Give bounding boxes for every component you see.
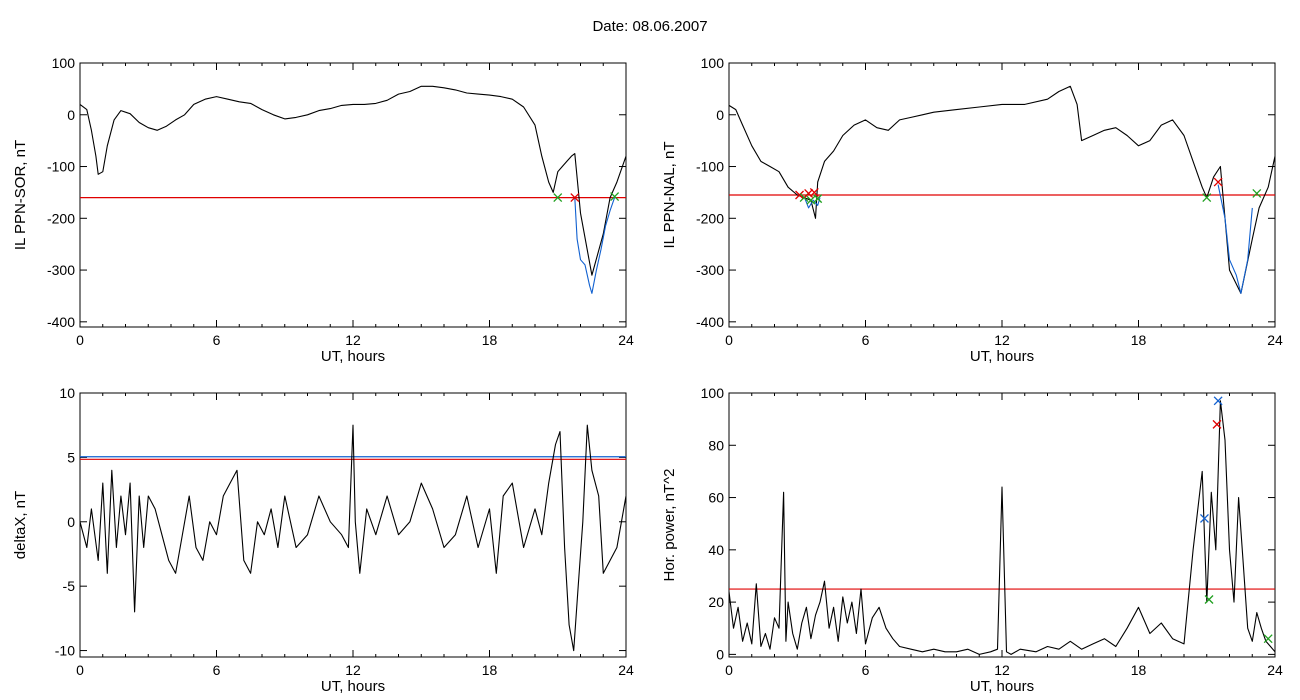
series-line: [574, 197, 616, 294]
y-tick-label: 0: [67, 514, 75, 530]
x-axis-label: UT, hours: [321, 348, 385, 365]
cross-marker: [1252, 188, 1262, 198]
y-axis-label: IL PPN-NAL, nT: [661, 142, 678, 249]
x-tick-label: 24: [1267, 332, 1283, 348]
plot-frame: [79, 62, 627, 328]
x-axis-label: UT, hours: [970, 678, 1034, 695]
y-tick-label: -10: [55, 643, 75, 659]
y-axis-label: Hor. power, nT^2: [661, 469, 678, 582]
plot-frame: [728, 392, 1276, 658]
series-line: [79, 85, 627, 276]
series-line: [728, 400, 1276, 655]
y-tick-label: 20: [708, 594, 724, 610]
y-tick-label: -300: [47, 262, 75, 278]
y-axis-label: deltaX, nT: [12, 491, 29, 559]
x-tick-label: 12: [994, 662, 1010, 678]
x-tick-label: 18: [1131, 662, 1147, 678]
cross-marker-stroke: [806, 195, 816, 205]
cross-marker: [809, 187, 819, 197]
x-tick-label: 0: [725, 662, 733, 678]
x-tick-label: 0: [725, 332, 733, 348]
x-tick-label: 6: [213, 332, 221, 348]
cross-marker: [570, 193, 580, 203]
x-tick-label: 24: [618, 332, 634, 348]
chart-panel-2: 0 6 12 18 24 -400 -300 -200 -100 0 100 UT, hours IL …: [661, 55, 1283, 365]
cross-marker-stroke: [1263, 634, 1273, 644]
y-tick-label: 100: [701, 385, 725, 401]
y-tick-label: 10: [59, 385, 75, 401]
x-tick-label: 0: [76, 332, 84, 348]
y-tick-label: 5: [67, 449, 75, 465]
x-tick-label: 12: [345, 332, 361, 348]
x-tick-label: 6: [862, 662, 870, 678]
x-axis-label: UT, hours: [970, 348, 1034, 365]
y-tick-label: 0: [716, 107, 724, 123]
x-tick-label: 12: [994, 332, 1010, 348]
y-tick-label: -5: [63, 578, 76, 594]
chart-panel-1: 0 6 12 18 24 -400 -300 -200 -100 0 100 UT, hours IL …: [12, 55, 634, 365]
chart-panel-4: 0 6 12 18 24 0 20 40 60 80 100 UT, hours Hor. power,…: [661, 385, 1283, 695]
cross-marker: [553, 193, 563, 203]
y-tick-label: 40: [708, 542, 724, 558]
cross-marker-stroke: [1204, 595, 1214, 604]
y-tick-label: 80: [708, 437, 724, 453]
y-axis-label: IL PPN-SOR, nT: [12, 140, 29, 250]
cross-marker: [1213, 396, 1223, 406]
series-line: [79, 424, 627, 652]
y-tick-label: -200: [47, 210, 75, 226]
x-tick-label: 24: [618, 662, 634, 678]
figure-title: Date: 08.06.2007: [592, 18, 708, 35]
y-tick-label: -200: [696, 210, 724, 226]
cross-marker-stroke: [553, 193, 563, 203]
cross-marker-stroke: [804, 188, 814, 198]
cross-marker-stroke: [1200, 514, 1209, 523]
x-tick-label: 18: [482, 332, 498, 348]
cross-marker: [1200, 514, 1209, 523]
cross-marker-stroke: [795, 190, 804, 200]
cross-marker-stroke: [1213, 396, 1223, 406]
x-tick-label: 6: [862, 332, 870, 348]
cross-marker: [806, 195, 816, 205]
cross-marker: [813, 194, 823, 204]
y-tick-label: 100: [52, 55, 76, 71]
cross-marker-stroke: [1212, 419, 1222, 429]
y-tick-label: 100: [701, 55, 725, 71]
cross-marker-stroke: [1252, 188, 1262, 198]
y-tick-label: 60: [708, 490, 724, 506]
cross-marker: [795, 190, 804, 200]
cross-marker-stroke: [1213, 177, 1223, 187]
chart-panel-3: 0 6 12 18 24 -10 -5 0 5 10 UT, hours deltaX, nT: [12, 385, 634, 695]
y-tick-label: 0: [67, 107, 75, 123]
cross-marker: [1204, 595, 1214, 604]
cross-marker-stroke: [813, 194, 823, 204]
x-axis-label: UT, hours: [321, 678, 385, 695]
x-tick-label: 24: [1267, 662, 1283, 678]
series-line: [1217, 184, 1253, 294]
cross-marker: [804, 188, 814, 198]
y-tick-label: -400: [47, 314, 75, 330]
x-tick-label: 12: [345, 662, 361, 678]
y-tick-label: 0: [716, 646, 724, 662]
x-tick-label: 6: [213, 662, 221, 678]
y-tick-label: -400: [696, 314, 724, 330]
cross-marker-stroke: [610, 192, 620, 202]
cross-marker-stroke: [809, 187, 819, 197]
cross-marker: [1212, 419, 1222, 429]
x-tick-label: 18: [482, 662, 498, 678]
cross-marker: [1202, 193, 1212, 203]
x-tick-label: 0: [76, 662, 84, 678]
cross-marker-stroke: [1202, 193, 1212, 203]
y-tick-label: -100: [47, 159, 75, 175]
y-tick-label: -300: [696, 262, 724, 278]
cross-marker: [1213, 177, 1223, 187]
cross-marker-stroke: [570, 193, 580, 203]
x-tick-label: 18: [1131, 332, 1147, 348]
y-tick-label: -100: [696, 159, 724, 175]
cross-marker: [1263, 634, 1273, 644]
cross-marker: [610, 192, 620, 202]
